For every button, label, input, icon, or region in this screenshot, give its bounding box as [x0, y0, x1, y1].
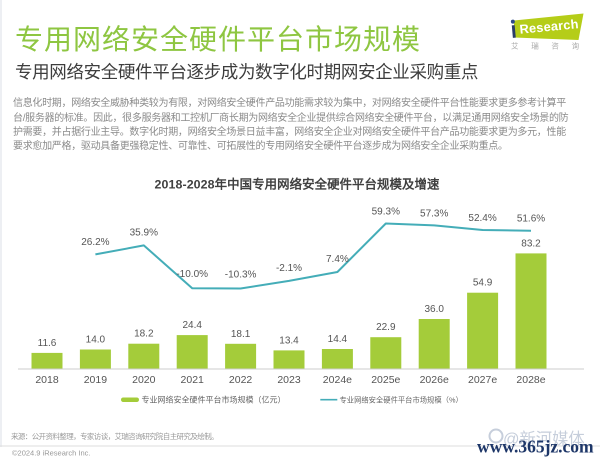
svg-text:艾瑞咨询: 艾瑞咨询: [511, 41, 592, 51]
svg-text:54.9: 54.9: [473, 278, 493, 289]
svg-text:来源：公开资料整理，专家访谈，艾瑞咨询研究院自主研究及绘制。: 来源：公开资料整理，专家访谈，艾瑞咨询研究院自主研究及绘制。: [11, 431, 218, 441]
svg-text:www.365jz.com: www.365jz.com: [477, 437, 594, 457]
svg-text:2023: 2023: [277, 374, 301, 386]
svg-text:2027e: 2027e: [468, 374, 497, 386]
svg-text:-2.1%: -2.1%: [276, 263, 302, 274]
svg-text:52.4%: 52.4%: [468, 213, 496, 224]
svg-text:2028e: 2028e: [516, 374, 545, 386]
svg-text:36.0: 36.0: [424, 304, 444, 315]
svg-text:@新河媒体: @新河媒体: [503, 431, 585, 449]
svg-text:-10.0%: -10.0%: [176, 269, 208, 280]
svg-text:51.6%: 51.6%: [517, 214, 545, 225]
svg-text:2018-2028年中国专用网络安全硬件平台规模及增速: 2018-2028年中国专用网络安全硬件平台规模及增速: [155, 177, 440, 192]
svg-text:59.3%: 59.3%: [372, 207, 400, 218]
svg-text:7.4%: 7.4%: [326, 254, 349, 265]
svg-text:2018: 2018: [35, 374, 59, 386]
svg-text:18.1: 18.1: [231, 329, 251, 340]
svg-text:14.4: 14.4: [328, 334, 348, 345]
svg-text:2026e: 2026e: [420, 374, 449, 386]
svg-text:83.2: 83.2: [521, 238, 541, 249]
svg-text:专业网络安全硬件平台市场规模（亿元）: 专业网络安全硬件平台市场规模（亿元）: [142, 395, 286, 405]
svg-text:2022: 2022: [229, 374, 253, 386]
svg-text:14.0: 14.0: [86, 335, 106, 346]
svg-text:-10.3%: -10.3%: [225, 270, 257, 281]
svg-text:57.3%: 57.3%: [420, 208, 448, 219]
svg-text:专业网络安全硬件平台市场规模（%）: 专业网络安全硬件平台市场规模（%）: [340, 395, 463, 404]
svg-text:11.6: 11.6: [38, 338, 57, 349]
svg-text:2024e: 2024e: [323, 374, 352, 386]
svg-text:2025e: 2025e: [371, 374, 400, 386]
svg-text:18.2: 18.2: [134, 329, 154, 340]
svg-text:2019: 2019: [84, 374, 108, 386]
svg-text:©2024.9 iResearch Inc.: ©2024.9 iResearch Inc.: [12, 449, 91, 458]
svg-text:13.4: 13.4: [279, 335, 299, 346]
svg-text:2021: 2021: [181, 374, 205, 386]
svg-text:Research: Research: [519, 16, 579, 37]
svg-text:2020: 2020: [132, 374, 156, 386]
svg-text:22.9: 22.9: [376, 322, 396, 333]
svg-text:26.2%: 26.2%: [81, 237, 109, 248]
svg-text:24.4: 24.4: [182, 320, 202, 331]
svg-text:35.9%: 35.9%: [130, 227, 158, 238]
